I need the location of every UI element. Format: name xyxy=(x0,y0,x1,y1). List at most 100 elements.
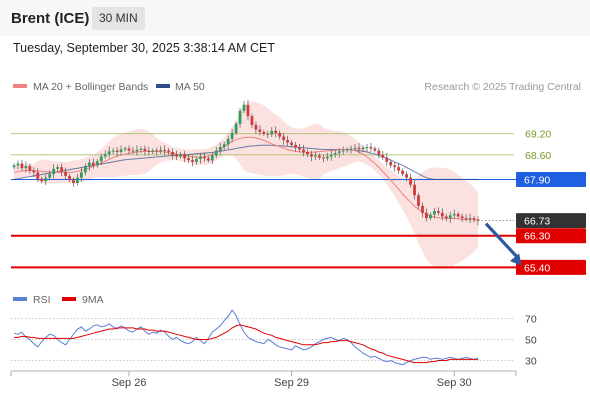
candle xyxy=(337,147,341,158)
candle xyxy=(341,146,345,155)
candle xyxy=(413,180,416,200)
candle xyxy=(218,142,222,155)
candle xyxy=(226,135,230,149)
candle xyxy=(401,168,405,177)
candle xyxy=(147,146,151,156)
candle xyxy=(87,159,91,171)
candle xyxy=(440,208,444,221)
candle xyxy=(417,192,420,209)
candle xyxy=(206,156,210,163)
candle xyxy=(369,142,373,152)
candle xyxy=(377,147,381,159)
candle xyxy=(262,129,266,136)
candle xyxy=(155,147,159,156)
candle xyxy=(76,173,79,186)
candle xyxy=(365,143,369,153)
candle xyxy=(12,163,16,170)
level-label: 65.40 xyxy=(524,262,550,274)
candle xyxy=(456,211,460,219)
candle xyxy=(345,147,349,153)
ma9-legend-swatch xyxy=(62,297,76,301)
candle xyxy=(159,146,163,154)
forecast-arrow xyxy=(484,222,522,266)
candle xyxy=(163,145,167,155)
candle xyxy=(314,151,317,160)
candle xyxy=(222,141,226,151)
candle xyxy=(123,146,127,152)
candle xyxy=(28,163,32,174)
candle xyxy=(333,150,337,158)
candles xyxy=(12,100,480,226)
interval-button[interactable]: 30 MIN xyxy=(92,7,145,30)
candle xyxy=(143,145,147,156)
candle xyxy=(476,216,480,226)
candle xyxy=(107,146,111,159)
candle xyxy=(40,176,44,184)
candle xyxy=(258,125,262,136)
level-support-65-40: 65.40 xyxy=(11,259,586,275)
candle xyxy=(36,168,40,183)
x-tick: Sep 30 xyxy=(437,371,472,389)
rsi-tick-label: 30 xyxy=(525,356,537,368)
candle xyxy=(385,152,389,167)
candle xyxy=(472,215,476,223)
candle xyxy=(464,214,468,222)
candle xyxy=(353,143,357,152)
candle xyxy=(405,171,409,182)
candle xyxy=(421,202,424,218)
candle xyxy=(171,148,175,160)
rsi-legend-label: RSI xyxy=(33,294,51,306)
candle xyxy=(397,162,401,175)
rsi-line xyxy=(13,309,479,366)
level-label: 69.20 xyxy=(525,129,551,141)
candle xyxy=(310,150,313,162)
candle xyxy=(242,101,246,114)
timestamp: Tuesday, September 30, 2025 3:38:14 AM C… xyxy=(13,41,275,55)
candle xyxy=(230,128,234,143)
candle xyxy=(250,113,254,128)
candle xyxy=(460,213,464,222)
candle xyxy=(139,146,143,153)
x-tick-label: Sep 30 xyxy=(437,377,472,389)
candle xyxy=(202,152,206,162)
level-label: 66.73 xyxy=(524,216,550,228)
candle xyxy=(234,121,238,136)
x-tick-label: Sep 29 xyxy=(274,377,309,389)
candle xyxy=(103,150,107,160)
candle xyxy=(214,146,218,159)
candle xyxy=(282,133,286,145)
candle xyxy=(361,145,365,153)
candle xyxy=(286,135,290,146)
rsi-tick-label: 70 xyxy=(525,314,537,326)
candle xyxy=(381,151,385,161)
candle xyxy=(16,160,20,170)
candle xyxy=(254,121,258,135)
candle xyxy=(432,208,436,219)
candle xyxy=(325,152,329,161)
candle xyxy=(198,153,202,164)
candle xyxy=(302,144,305,157)
x-tick: Sep 29 xyxy=(274,371,309,389)
candle xyxy=(151,148,155,155)
candle xyxy=(266,130,270,139)
candle xyxy=(238,107,242,128)
candle xyxy=(357,143,361,154)
candle xyxy=(290,140,294,148)
candle xyxy=(135,145,139,156)
level-resistance-68-60: 68.60 xyxy=(11,150,551,162)
candle xyxy=(32,167,36,178)
candle xyxy=(452,209,456,219)
candle xyxy=(99,153,103,165)
candle xyxy=(425,208,428,222)
candle xyxy=(52,164,56,179)
candle xyxy=(64,167,67,180)
candle xyxy=(329,150,333,161)
candle xyxy=(270,127,274,137)
candle xyxy=(436,207,440,216)
candle xyxy=(83,163,87,176)
candle xyxy=(317,153,321,160)
candle xyxy=(448,211,452,223)
candle xyxy=(44,174,48,186)
candle xyxy=(274,126,278,138)
candle xyxy=(409,173,412,188)
